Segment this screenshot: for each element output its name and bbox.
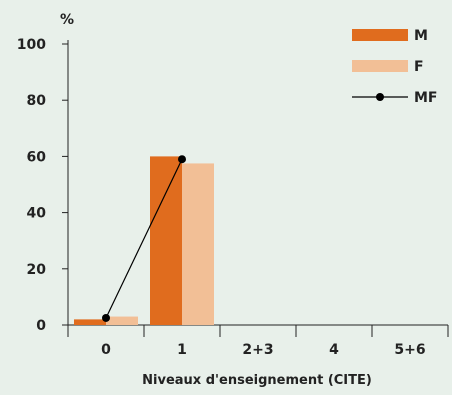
x-tick-label: 4 xyxy=(329,342,339,358)
point-mf xyxy=(178,155,186,164)
legend-marker-mf xyxy=(376,93,384,101)
point-mf xyxy=(102,313,110,322)
legend-swatch-f xyxy=(352,60,408,72)
bar-f-1 xyxy=(182,163,214,325)
legend-swatch-m xyxy=(352,29,408,41)
legend-label-mf: MF xyxy=(414,90,438,106)
x-tick-label: 0 xyxy=(101,342,111,358)
x-axis-title: Niveaux d'enseignement (CITE) xyxy=(142,373,372,388)
y-unit-label: % xyxy=(60,12,74,28)
bar-m-0 xyxy=(74,319,106,325)
bar-f-0 xyxy=(106,316,138,325)
y-tick-label: 40 xyxy=(27,206,47,222)
line-mf xyxy=(105,158,183,319)
y-tick-label: 60 xyxy=(27,149,47,165)
legend-label-f: F xyxy=(414,59,424,75)
y-tick-label: 80 xyxy=(27,93,47,109)
y-tick-label: 100 xyxy=(17,37,46,53)
x-tick-label: 5+6 xyxy=(394,342,425,358)
y-tick-label: 0 xyxy=(36,318,46,334)
x-tick-label: 1 xyxy=(177,342,187,358)
legend-label-m: M xyxy=(414,28,428,44)
x-tick-label: 2+3 xyxy=(242,342,273,358)
y-tick-label: 20 xyxy=(27,262,47,278)
bar-m-1 xyxy=(150,156,182,325)
